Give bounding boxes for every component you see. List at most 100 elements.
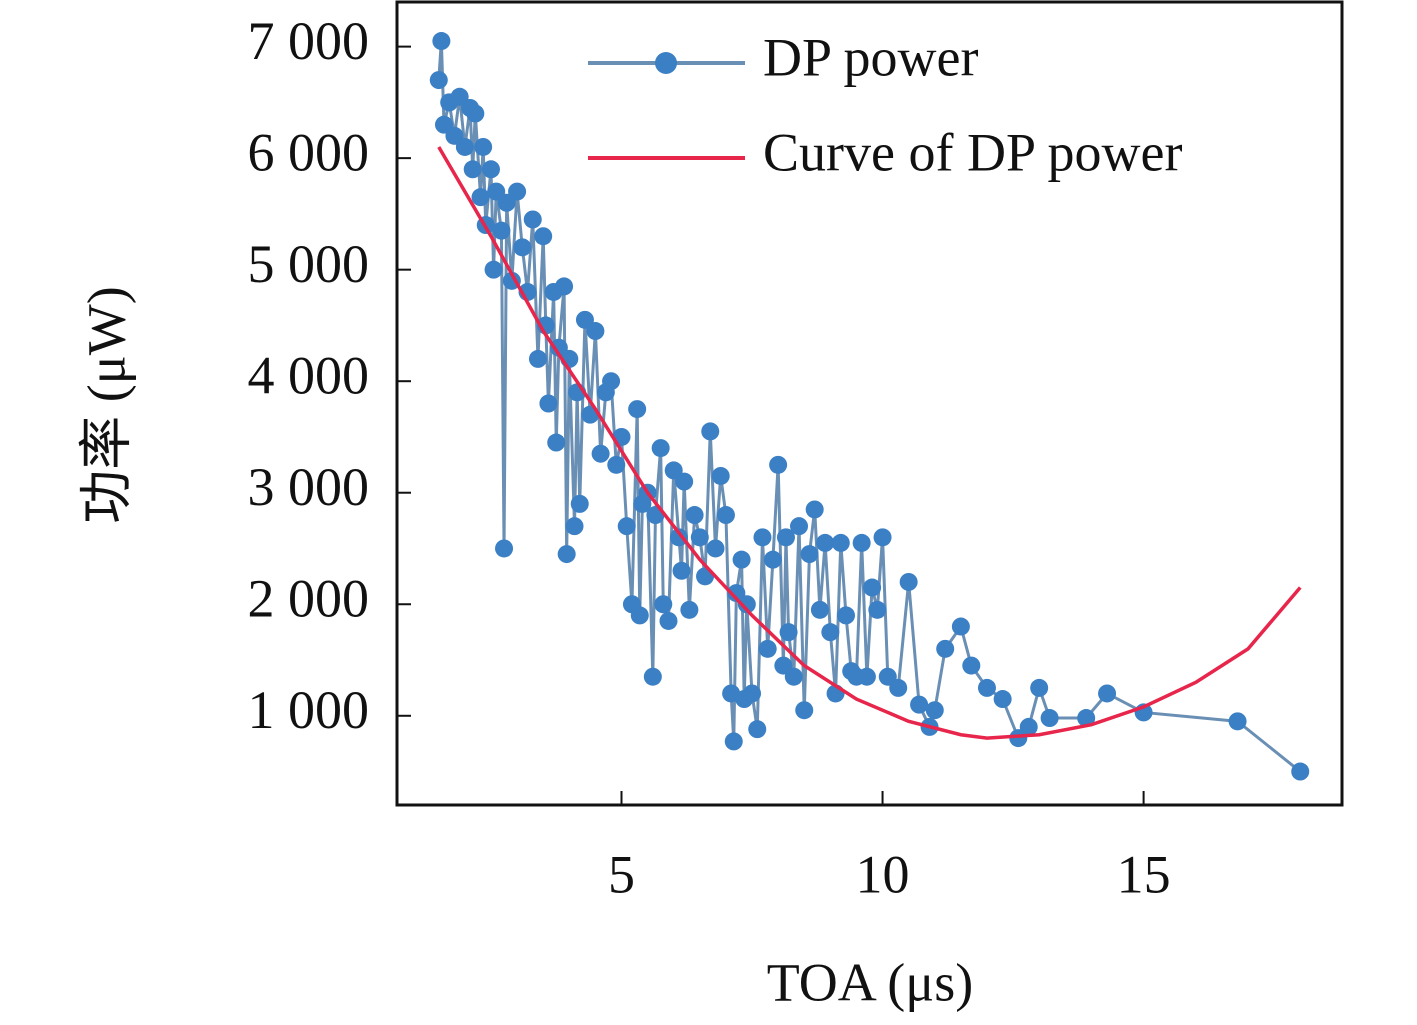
data-point [466,104,485,123]
data-point [753,528,772,547]
data-point [711,466,730,485]
y-axis-label: 功率 (μW) [76,286,136,523]
data-point [659,611,678,630]
data-point [570,494,589,513]
data-point [1040,709,1059,728]
data-point [816,533,835,552]
data-point [857,667,876,686]
legend-label: Curve of DP power [763,122,1182,182]
x-axis-label: TOA (μs) [767,952,973,1012]
data-point [534,227,553,246]
data-point [680,600,699,619]
data-point [724,732,743,751]
data-point [471,188,490,207]
data-point [557,545,576,564]
y-tick-label: 6 000 [248,123,370,183]
data-point [737,595,756,614]
data-point [672,561,691,580]
data-point [651,439,670,458]
data-point [481,160,500,179]
data-point [630,606,649,625]
data-point [899,572,918,591]
data-point [675,472,694,491]
data-point [706,539,725,558]
y-tick-label: 4 000 [248,346,370,406]
data-point [523,210,542,229]
data-point [484,260,503,279]
data-point [805,500,824,519]
data-point [607,455,626,474]
data-point [429,71,448,90]
data-point [685,506,704,525]
data-point [565,517,584,536]
data-point [513,238,532,257]
data-point [779,623,798,642]
data-point [758,639,777,658]
y-tick-label: 7 000 [248,11,370,71]
data-point [716,506,735,525]
data-point [432,32,451,51]
data-point [654,595,673,614]
y-tick-label: 2 000 [248,569,370,629]
data-point [1077,709,1096,728]
data-point [547,433,566,452]
x-tick-label: 5 [608,844,635,904]
data-point [617,517,636,536]
data-point [701,422,720,441]
data-point [831,533,850,552]
legend-label: DP power [763,27,978,87]
x-tick-label: 10 [856,844,910,904]
data-point [951,617,970,636]
plot-frame [395,0,1344,807]
data-point [863,578,882,597]
data-point [873,528,892,547]
data-point [455,137,474,156]
data-point [591,444,610,463]
data-point [528,349,547,368]
data-point [810,600,829,619]
data-point [852,533,871,552]
data-point [784,667,803,686]
data-point [769,455,788,474]
data-point [690,528,709,547]
data-point [748,720,767,739]
data-point [602,372,621,391]
data-point [977,678,996,697]
data-point [993,690,1012,709]
data-point [1098,684,1117,703]
data-point [763,550,782,569]
data-point [795,701,814,720]
data-point [1019,717,1038,736]
data-point [790,517,809,536]
data-point [925,701,944,720]
data-point [669,528,688,547]
y-tick-label: 1 000 [248,680,370,740]
data-point [837,606,856,625]
data-point [495,539,514,558]
data-point [474,137,493,156]
legend-marker [655,52,677,74]
data-point [539,394,558,413]
data-point [936,639,955,658]
data-point [508,182,527,201]
data-point [910,695,929,714]
y-tick-label: 3 000 [248,457,370,517]
data-point [643,667,662,686]
data-point [889,678,908,697]
data-point [492,221,511,240]
data-point [821,623,840,642]
data-point [586,322,605,341]
data-point [628,400,647,419]
data-point [1030,678,1049,697]
data-point [962,656,981,675]
data-point [776,528,795,547]
y-tick-label: 5 000 [248,234,370,294]
x-tick-label: 15 [1117,844,1171,904]
data-point [868,600,887,619]
data-point [1228,712,1247,731]
data-point [463,160,482,179]
data-point [800,545,819,564]
data-point [1291,762,1310,781]
data-point [555,277,574,296]
